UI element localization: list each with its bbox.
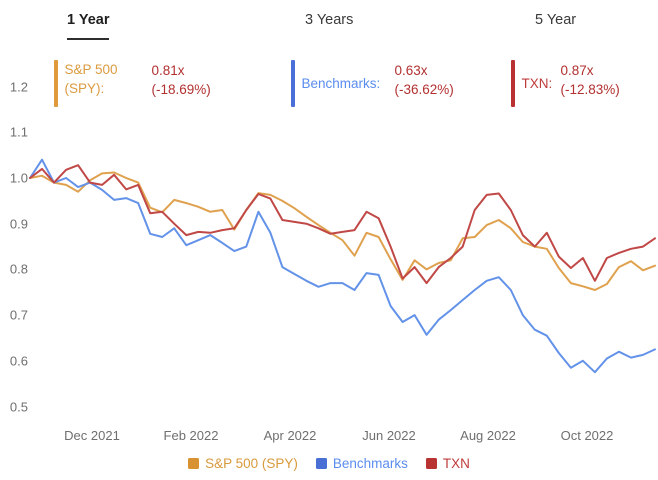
stat-values: 0.87x (-12.83%) (561, 60, 620, 107)
stat-change-value: (-18.69%) (151, 82, 211, 97)
y-tick-label: 1.0 (9, 170, 28, 186)
stat-color-bar (54, 60, 58, 107)
chart-legend: S&P 500 (SPY) Benchmarks TXN (0, 456, 658, 471)
tab-1-year[interactable]: 1 Year (67, 12, 110, 40)
stat-values: 0.63x (-36.62%) (395, 60, 454, 107)
legend-swatch-icon (315, 458, 327, 469)
y-tick-label: 0.6 (9, 353, 28, 369)
x-tick-label: Apr 2022 (263, 428, 317, 443)
legend-item-s-p-500-spy[interactable]: S&P 500 (SPY) (188, 456, 298, 471)
tab-5-year[interactable]: 5 Year (535, 12, 577, 28)
stat-color-bar (291, 60, 295, 107)
stat-values: 0.81x (-18.69%) (152, 60, 211, 107)
series-line-txn (29, 164, 656, 285)
stat-ratio-value: 0.81x (151, 63, 185, 78)
stat-txn: TXN: 0.87x (-12.83%) (511, 60, 620, 107)
stat-ratio-value: 0.63x (394, 63, 428, 78)
tab-3-years[interactable]: 3 Years (305, 12, 354, 28)
x-tick-label: Aug 2022 (460, 428, 516, 443)
legend-swatch-icon (425, 458, 437, 469)
x-tick-label: Oct 2022 (560, 428, 614, 443)
legend-label: S&P 500 (SPY) (205, 456, 298, 471)
stat-label: S&P 500 (SPY): (64, 62, 118, 96)
stat-label: TXN: (521, 76, 553, 91)
stat-label: Benchmarks: (301, 76, 381, 91)
stat-change-value: (-12.83%) (560, 82, 620, 97)
legend-item-txn[interactable]: TXN (425, 456, 470, 471)
stat-ratio-value: 0.87x (560, 63, 594, 78)
series-line-benchmarks (29, 158, 656, 374)
x-tick-label: Dec 2021 (64, 428, 120, 443)
x-tick-label: Jun 2022 (362, 428, 416, 443)
y-tick-label: 0.8 (9, 261, 28, 277)
y-tick-label: 1.2 (9, 79, 28, 95)
stat-benchmarks: Benchmarks: 0.63x (-36.62%) (291, 60, 454, 107)
legend-item-benchmarks[interactable]: Benchmarks (315, 456, 408, 471)
y-tick-label: 1.1 (9, 124, 28, 140)
stat-s-p-500-spy: S&P 500 (SPY): 0.81x (-18.69%) (54, 60, 211, 107)
y-tick-label: 0.9 (9, 216, 28, 232)
stat-color-bar (511, 60, 515, 107)
y-tick-label: 0.7 (9, 307, 28, 323)
y-tick-label: 0.5 (9, 399, 28, 414)
legend-label: Benchmarks (332, 456, 408, 471)
legend-swatch-icon (188, 458, 200, 469)
legend-label: TXN (442, 456, 470, 471)
x-tick-label: Feb 2022 (163, 428, 219, 443)
series-line-s-p-500-spy (29, 171, 656, 291)
stat-change-value: (-36.62%) (394, 82, 454, 97)
